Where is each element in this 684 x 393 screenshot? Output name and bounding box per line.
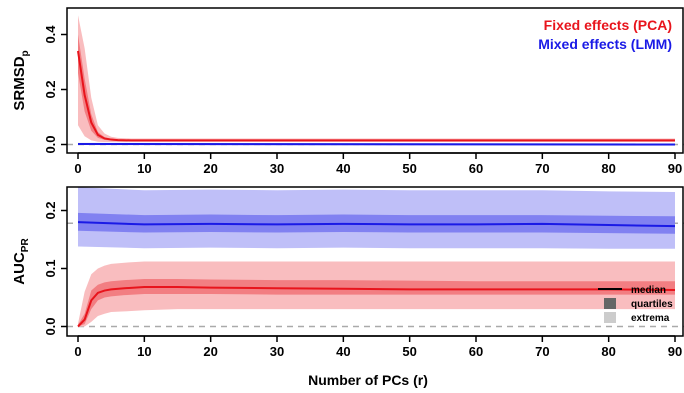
x-tick-label: 10 [137,344,151,359]
legend-entry: quartiles [631,299,673,310]
x-axis: 0 10 20 30 40 50 60 70 80 90 [74,335,682,359]
x-tick-label: 60 [469,344,483,359]
x-tick-label: 80 [601,344,615,359]
x-tick-label: 90 [668,344,682,359]
x-tick-label: 40 [336,344,350,359]
x-tick-label: 20 [203,161,217,176]
legend-entry: extrema [631,313,670,324]
x-tick-label: 0 [74,344,81,359]
y-axis-label-subscript: PR [20,238,31,253]
legend: Fixed effects (PCA) Mixed effects (LMM) [538,17,672,52]
x-axis-label: Number of PCs (r) [308,372,428,388]
y-axis-label: SRMSDp [11,50,31,110]
y-axis: 0.0 0.2 0.4 [43,25,67,154]
series-lmm [77,142,676,146]
x-tick-label: 10 [137,161,151,176]
median-line [77,286,676,328]
y-axis-label-main: AUC [11,252,28,285]
plot-area [67,15,684,146]
y-axis-label-main: SRMSD [11,56,28,110]
plot-area [67,187,684,328]
srmsd-panel: 0 10 20 30 40 50 60 70 80 90 0.0 0.2 0.4 SRMSDp Fixed … [11,7,684,176]
x-tick-label: 90 [668,161,682,176]
y-tick-label: 0.4 [43,25,58,44]
x-tick-label: 50 [402,344,416,359]
x-tick-label: 70 [535,344,549,359]
legend: median quartiles extrema [598,285,673,324]
median-line [77,142,676,146]
auc-panel: 0 10 20 30 40 50 60 70 80 90 0.0 0.1 0.2 AUCPR median q… [11,186,684,359]
median-line [77,221,676,228]
series-lmm [77,187,676,249]
series-pca [77,15,675,143]
x-tick-label: 80 [601,161,615,176]
legend-quartiles-swatch [604,298,616,309]
y-tick-label: 0.2 [43,201,58,219]
y-axis-label: AUCPR [11,238,31,285]
legend-entry: Fixed effects (PCA) [544,17,672,33]
x-tick-label: 50 [402,161,416,176]
y-tick-label: 0.0 [43,317,58,335]
legend-entry: median [631,285,666,296]
x-tick-label: 0 [74,161,81,176]
quartile-band [78,278,675,327]
y-axis-label-subscript: p [20,50,31,56]
y-axis: 0.0 0.1 0.2 [43,201,67,336]
series-pca [77,261,676,328]
x-tick-label: 70 [535,161,549,176]
x-axis: 0 10 20 30 40 50 60 70 80 90 [74,152,682,176]
legend-entry: Mixed effects (LMM) [538,36,672,52]
median-line [77,50,675,142]
legend-extrema-swatch [604,312,616,323]
extrema-band [78,15,675,143]
x-tick-label: 40 [336,161,350,176]
x-tick-label: 20 [203,344,217,359]
x-tick-label: 60 [469,161,483,176]
y-tick-label: 0.1 [43,259,58,277]
y-tick-label: 0.2 [43,80,58,98]
y-tick-label: 0.0 [43,135,58,153]
x-tick-label: 30 [270,161,284,176]
x-tick-label: 30 [270,344,284,359]
